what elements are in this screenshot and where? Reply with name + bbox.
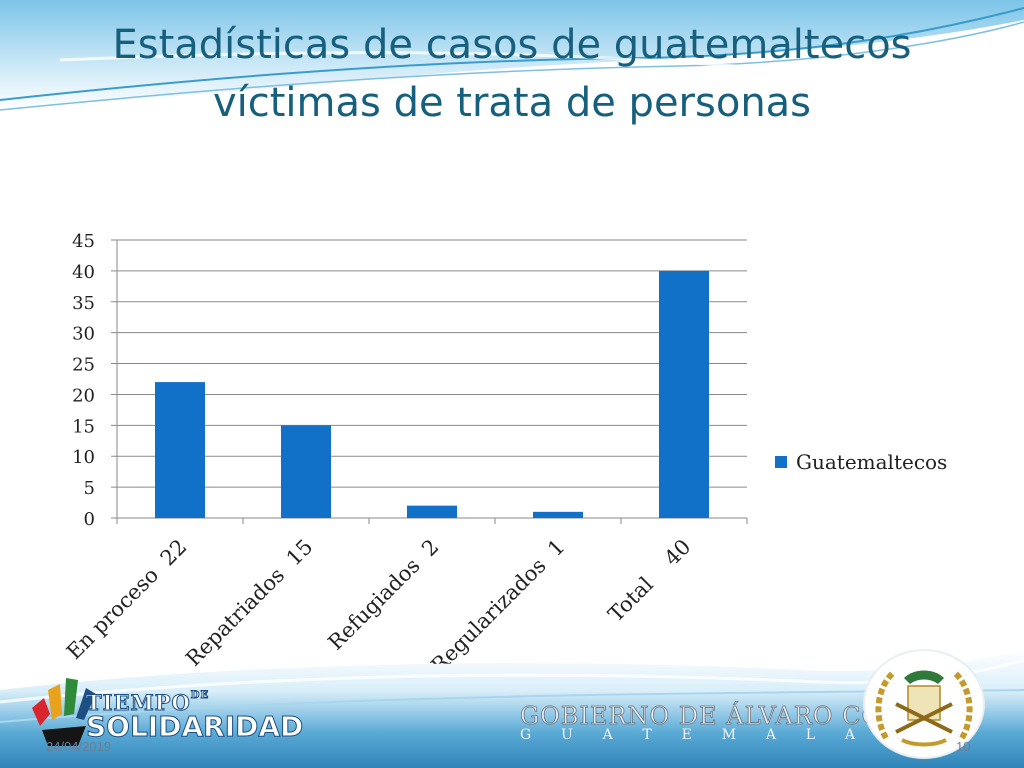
- slide-title-line-1: Estadísticas de casos de guatemaltecos: [112, 22, 912, 68]
- government-country-letter: L: [805, 727, 816, 743]
- bar: [533, 511, 583, 518]
- government-country-letter: M: [721, 727, 737, 743]
- y-axis-ticks: 0 5 10 15 20 25 30 35 40 45: [72, 231, 95, 530]
- logo-text-de: DE: [190, 690, 210, 702]
- y-tick-label: 40: [72, 262, 95, 283]
- chart-bars: [155, 270, 709, 518]
- government-country-letter: A: [844, 727, 855, 743]
- footer-swoosh-background: [0, 650, 1024, 768]
- logo-text-solidaridad: SOLIDARIDAD: [85, 710, 304, 744]
- header-swoosh-background: [0, 0, 1024, 111]
- government-country-letter: U: [560, 727, 573, 743]
- y-tick-label: 35: [72, 293, 95, 314]
- y-tick-label: 25: [72, 355, 95, 376]
- y-tick-label: 30: [72, 324, 95, 345]
- bar: [407, 505, 457, 518]
- government-country-letter: A: [765, 727, 776, 743]
- slide-number: 10: [956, 739, 971, 754]
- government-country-letter: T: [642, 727, 652, 743]
- bar: [659, 270, 709, 518]
- government-country-letter: G: [520, 727, 532, 743]
- tiempo-de-solidaridad-logo: [32, 678, 96, 746]
- legend-label: Guatemaltecos: [796, 450, 947, 474]
- legend-swatch: [775, 456, 787, 468]
- slide-title-line-2: víctimas de trata de personas: [212, 80, 812, 126]
- y-tick-label: 15: [72, 416, 95, 437]
- bar: [155, 382, 205, 518]
- chart-grid: [111, 239, 748, 524]
- y-tick-label: 20: [72, 385, 95, 406]
- y-tick-label: 5: [84, 478, 95, 499]
- y-tick-label: 45: [72, 231, 95, 252]
- slide-title: Estadísticas de casos de guatemaltecos v…: [0, 16, 1024, 132]
- logo-text-tiempo: TIEMPODE: [86, 690, 210, 716]
- x-tick-label: Total 40: [604, 535, 696, 627]
- y-tick-label: 0: [84, 509, 95, 530]
- chart-legend: Guatemaltecos: [775, 450, 947, 474]
- government-country-letter: E: [681, 727, 692, 743]
- bar: [281, 425, 331, 518]
- y-tick-label: 10: [72, 447, 95, 468]
- slide-date: 24/04/2019: [46, 739, 112, 754]
- guatemala-coat-of-arms-emblem: [863, 649, 985, 759]
- government-country-letter: A: [602, 727, 613, 743]
